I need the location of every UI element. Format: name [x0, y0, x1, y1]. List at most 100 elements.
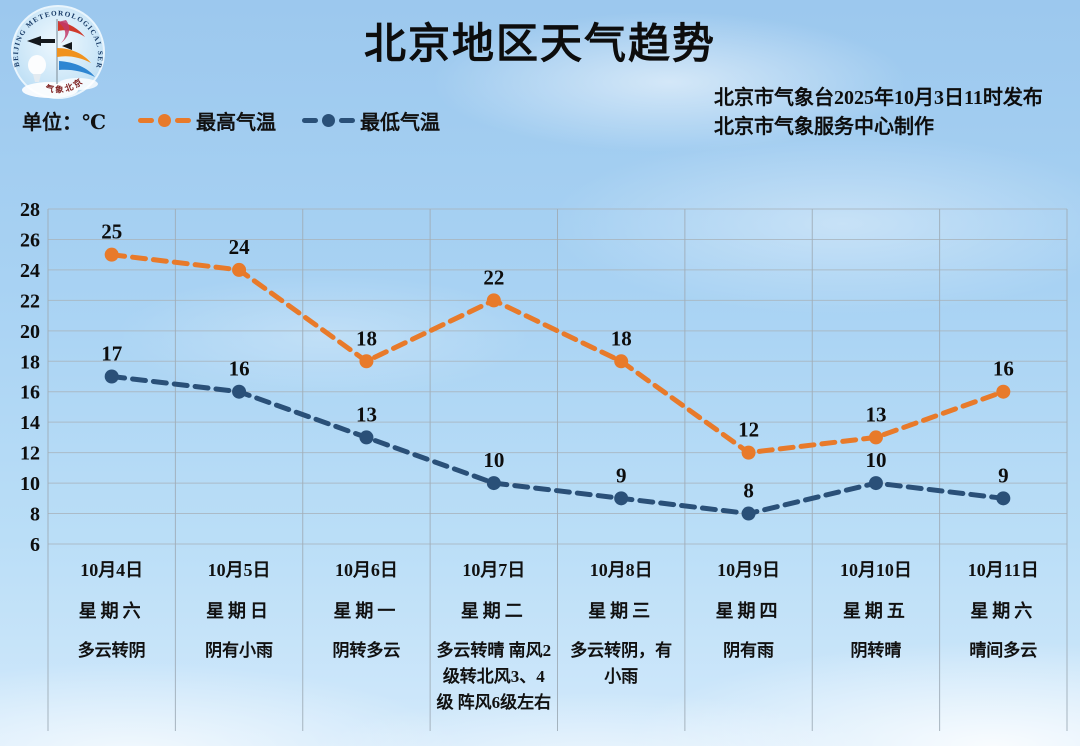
x-label-date: 10月11日 [967, 560, 1039, 580]
y-tick-label: 18 [20, 351, 40, 373]
max-temp-point [741, 445, 756, 460]
badge-cloud [58, 78, 98, 90]
y-tick-label: 24 [20, 260, 40, 282]
badge-wind-vane-icon [27, 36, 41, 46]
x-label-weekday: 星期日 [206, 601, 273, 621]
x-label-date: 10月5日 [207, 560, 271, 580]
x-label-date: 10月10日 [839, 560, 912, 580]
y-tick-label: 6 [30, 534, 40, 556]
bms-logo-graphic: BEIJING METEOROLOGICAL SERVICE 气象北京 [7, 0, 105, 99]
x-label-weather: 多云转阴，有小雨 [570, 641, 673, 686]
page-title: 北京地区天气趋势 [363, 22, 716, 68]
x-label-weather: 多云转阴 [77, 641, 146, 660]
min-temp-point [232, 384, 247, 399]
value-label: 10 [483, 448, 504, 472]
badge-wind-arrow-icon [62, 42, 72, 50]
x-label-weekday: 星期四 [715, 601, 782, 621]
x-category-column: 10月10日 星期五阴转晴 [812, 556, 939, 716]
badge-radiosonde [33, 74, 41, 82]
value-label: 12 [738, 418, 759, 442]
x-category-column: 10月4日星期六多云转阴 [48, 556, 175, 716]
x-category-column: 10月6日星期一阴转多云 [303, 556, 430, 716]
legend-item-min-temp: 最低气温 [302, 106, 440, 135]
value-label: 9 [998, 463, 1009, 487]
max-temp-line [109, 252, 1006, 456]
min-temp-point [996, 491, 1011, 506]
x-category-column: 10月5日星期日阴有小雨 [175, 556, 302, 716]
bms-logo: BEIJING METEOROLOGICAL SERVICE 气象北京 [7, 0, 106, 100]
x-label-date: 10月4日 [80, 560, 144, 580]
x-category-column: 10月8日星期三多云转阴，有小雨 [558, 556, 685, 716]
value-label: 17 [101, 342, 122, 366]
value-label: 13 [356, 402, 377, 426]
x-label-weather: 阴转晴 [850, 641, 902, 660]
y-tick-label: 8 [30, 504, 40, 526]
badge-balloon-icon [28, 55, 46, 75]
x-label-weekday: 星期五 [842, 601, 909, 621]
max-temp-point [486, 293, 501, 308]
y-tick-label: 16 [20, 382, 40, 404]
max-temp-point [614, 354, 629, 369]
min-temp-point [614, 491, 629, 506]
x-label-date: 10月6日 [334, 560, 398, 580]
max-temp-point [868, 430, 883, 445]
value-label: 18 [356, 326, 377, 350]
x-category-column: 10月9日星期四阴有雨 [685, 556, 812, 716]
x-category-column: 10月7日星期二多云转晴 南风2级转北风3、4级 阵风6级左右 [430, 556, 557, 716]
value-label: 10 [865, 448, 886, 472]
legend-label-max-temp: 最高气温 [196, 111, 276, 134]
x-label-weekday: 星期二 [460, 601, 527, 621]
x-label-weather: 阴有小雨 [205, 641, 274, 660]
value-label: 18 [611, 326, 632, 350]
value-label: 22 [483, 265, 504, 289]
x-label-weather: 阴转多云 [332, 641, 401, 660]
value-label: 16 [993, 357, 1014, 381]
x-label-weekday: 星期三 [588, 601, 655, 621]
max-temp-point [232, 262, 247, 277]
x-label-weather: 晴间多云 [969, 641, 1038, 660]
min-temp-point [868, 476, 883, 491]
legend-item-max-temp: 最高气温 [138, 106, 276, 135]
value-label: 9 [616, 463, 627, 487]
y-tick-label: 14 [20, 412, 40, 434]
min-temp-line [109, 374, 1006, 517]
publisher-info: 北京市气象台2025年10月3日11时发布 北京市气象服务中心制作 [714, 84, 1043, 142]
publisher-line1: 北京市气象台2025年10月3日11时发布 [714, 87, 1043, 109]
min-temp-point [486, 476, 501, 491]
value-label: 8 [743, 479, 754, 503]
dashed-line-swatch-navy [302, 113, 355, 127]
min-temp-point [741, 506, 756, 521]
legend: 最高气温 最低气温 [138, 106, 440, 134]
x-label-weekday: 星期六 [78, 601, 145, 621]
y-tick-label: 22 [20, 290, 40, 312]
y-tick-label: 20 [20, 321, 40, 343]
value-label: 13 [865, 402, 886, 426]
unit-label: 单位：℃ [22, 112, 106, 134]
max-temp-point [104, 247, 119, 262]
value-label: 24 [229, 235, 251, 259]
x-label-weather: 多云转晴 南风2级转北风3、4级 阵风6级左右 [436, 641, 552, 712]
value-label: 16 [229, 357, 250, 381]
badge-orange-swoosh [57, 48, 91, 63]
badge-blue-swoosh [59, 61, 95, 77]
x-label-weekday: 星期一 [333, 601, 400, 621]
x-axis-labels: 10月4日 星期六 多云转阴 10月5日 星期日 阴有小雨 10月6日 星期一 阴转多云 10月7… [48, 556, 1067, 716]
x-label-weekday: 星期六 [970, 601, 1037, 621]
x-label-weather: 阴有雨 [723, 641, 775, 660]
y-tick-label: 28 [20, 199, 40, 221]
x-label-date: 10月9日 [717, 560, 781, 580]
min-temp-point [104, 369, 119, 384]
y-tick-label: 26 [20, 229, 40, 251]
x-label-date: 10月8日 [589, 560, 653, 580]
value-label: 25 [101, 220, 122, 244]
x-label-date: 10月7日 [462, 560, 526, 580]
legend-label-min-temp: 最低气温 [360, 111, 440, 134]
dashed-line-swatch-orange [138, 113, 191, 127]
badge-red-ribbon [58, 20, 70, 43]
x-category-column: 10月11日 星期六晴间多云 [940, 556, 1067, 716]
max-temp-point [359, 354, 374, 369]
badge-wind-vane-tail [40, 39, 55, 43]
min-temp-point [359, 430, 374, 445]
